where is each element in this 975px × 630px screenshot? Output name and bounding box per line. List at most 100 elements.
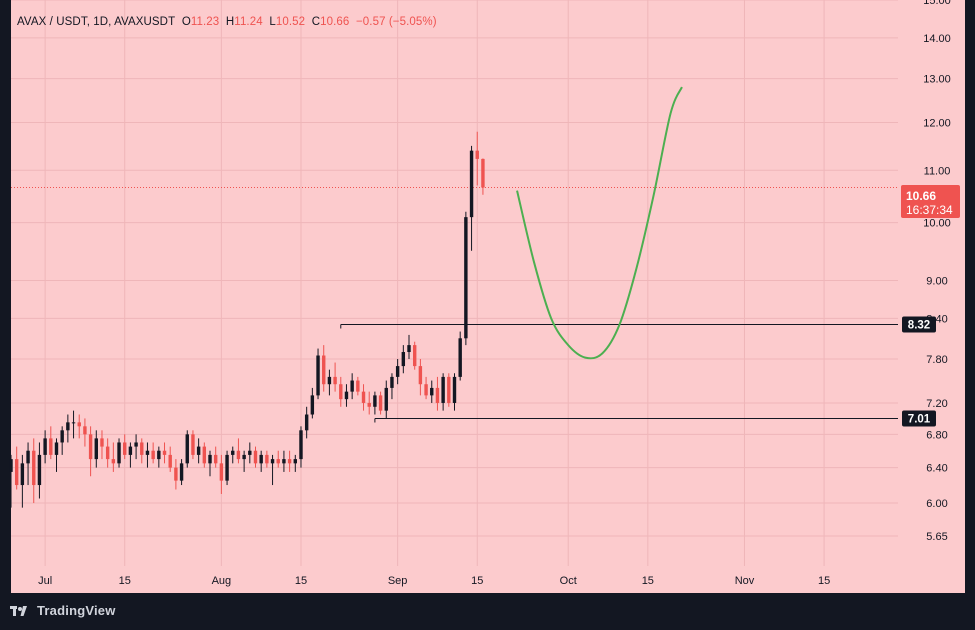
- y-tick-label: 11.00: [924, 165, 951, 177]
- candle-body: [299, 430, 303, 460]
- open-label: O: [181, 16, 191, 28]
- candle-body: [339, 384, 343, 400]
- candle-body: [191, 434, 195, 455]
- price-axis[interactable]: [898, 0, 965, 566]
- candle-body: [111, 459, 116, 464]
- level-tag-label: 7.01: [908, 414, 931, 426]
- symbol-legend: AVAX / USDT, 1D, AVAXUSDT O11.23 H11.24 …: [17, 16, 437, 28]
- candle-body: [310, 395, 315, 415]
- x-tick-label: 15: [471, 575, 483, 587]
- candle-body: [37, 454, 42, 486]
- time-axis-labels: Jul 15 Aug 15 Sep 15 Oct 15 Nov 15: [38, 575, 830, 587]
- tradingview-logo-icon: [10, 605, 27, 616]
- candle-body: [157, 450, 161, 460]
- candle-body: [145, 450, 150, 455]
- candle-body: [412, 345, 417, 367]
- candle-body: [418, 366, 423, 385]
- close-value: 10.66: [320, 16, 350, 28]
- candle-body: [333, 376, 337, 385]
- candle-body: [32, 450, 36, 486]
- candle-body: [367, 402, 371, 407]
- candle-body: [14, 459, 19, 486]
- level-tags: 8.32 7.01: [902, 316, 936, 427]
- candle-body: [475, 150, 479, 159]
- symbol-name: AVAX / USDT, 1D, AVAXUSDT: [17, 16, 176, 28]
- level-tag-bg: [902, 316, 936, 333]
- x-tick-label: 15: [642, 575, 654, 587]
- last-price-badge: 10.66 16:37:34: [901, 185, 960, 218]
- x-tick-label: Aug: [212, 575, 232, 587]
- candle-body: [401, 352, 406, 367]
- candle-body: [185, 434, 189, 464]
- candle-body: [407, 345, 411, 353]
- candle-body: [174, 467, 178, 481]
- candle-body: [71, 422, 76, 424]
- candle-body: [213, 454, 218, 464]
- candle-body: [384, 387, 388, 411]
- y-tick-label: 7.80: [926, 354, 947, 366]
- y-tick-label: 6.40: [926, 463, 947, 475]
- candle-body: [361, 391, 366, 403]
- candle-body: [265, 454, 269, 464]
- candle-body: [378, 395, 383, 411]
- candle-body: [322, 355, 326, 385]
- x-tick-label: Nov: [735, 575, 755, 587]
- y-tick-label: 6.00: [926, 498, 947, 510]
- candle-body: [20, 463, 25, 486]
- candle-body: [356, 380, 360, 392]
- candle-body: [168, 454, 172, 468]
- candle-body: [26, 450, 30, 464]
- candle-body: [231, 450, 235, 455]
- tradingview-brand[interactable]: TradingView: [10, 603, 116, 618]
- candle-body: [452, 376, 457, 403]
- candle-body: [9, 459, 13, 472]
- candle-body: [49, 438, 53, 455]
- candle-body: [259, 454, 263, 464]
- plot-area[interactable]: [11, 0, 898, 566]
- candle-body: [88, 434, 93, 460]
- candle-body: [293, 459, 298, 464]
- candle-body: [242, 454, 246, 460]
- y-tick-label: 10.00: [923, 218, 951, 230]
- candle-body: [105, 446, 110, 460]
- y-tick-label: 6.80: [926, 429, 947, 441]
- candle-body: [134, 442, 138, 447]
- candle-body: [208, 454, 212, 464]
- candle-body: [202, 446, 207, 464]
- close-label: C: [311, 16, 321, 28]
- candle-body: [390, 376, 394, 388]
- candle-body: [344, 391, 349, 400]
- candle-body: [270, 459, 275, 464]
- x-tick-label: Jul: [38, 575, 52, 587]
- candle-body: [276, 459, 280, 464]
- candle-body: [424, 384, 428, 396]
- candle-body: [83, 426, 87, 435]
- x-tick-label: 15: [295, 575, 307, 587]
- candle-body: [236, 450, 241, 460]
- candle-body: [350, 380, 354, 392]
- candle-body: [253, 450, 258, 464]
- candle-body: [464, 217, 468, 339]
- candle-body: [179, 463, 184, 481]
- candle-body: [151, 450, 155, 460]
- candle-body: [447, 376, 451, 403]
- candle-body: [219, 463, 224, 481]
- price-axis-labels: 5.656.006.406.807.207.808.409.0010.0011.…: [923, 0, 951, 543]
- change-value: −0.57 (−5.05%): [355, 16, 437, 28]
- candle-body: [282, 459, 286, 464]
- candle-body: [77, 422, 81, 427]
- y-tick-label: 9.00: [926, 275, 947, 287]
- candle-body: [43, 438, 47, 455]
- level-tag-label: 8.32: [908, 320, 930, 332]
- candle-body: [458, 338, 462, 377]
- x-tick-label: Sep: [388, 575, 408, 587]
- candle-body: [469, 150, 474, 218]
- high-value: 11.24: [234, 16, 263, 28]
- candle-body: [225, 454, 229, 481]
- last-price-value: 10.66: [906, 189, 936, 203]
- candle-body: [54, 442, 59, 455]
- high-label: H: [225, 16, 235, 28]
- time-axis[interactable]: [11, 566, 898, 593]
- y-tick-label: 14.00: [923, 33, 951, 45]
